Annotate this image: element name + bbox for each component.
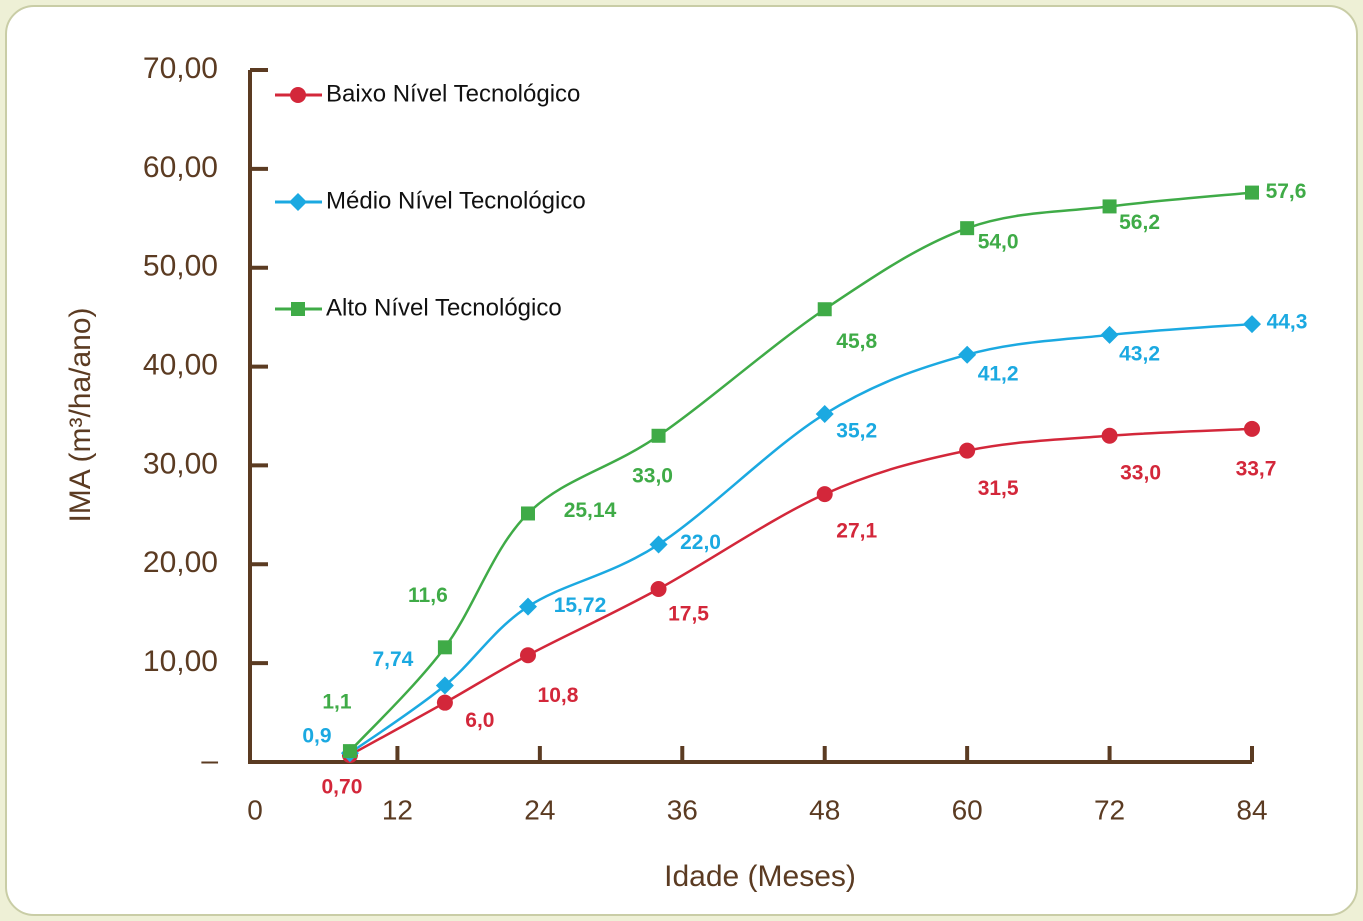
- data-point: [342, 744, 357, 759]
- data-label: 56,2: [1119, 211, 1160, 234]
- legend-marker: [290, 87, 306, 103]
- y-tick-label: 60,00: [143, 151, 218, 184]
- panel: [5, 5, 1358, 916]
- data-label: 35,2: [836, 420, 877, 443]
- data-label: 22,0: [680, 531, 721, 554]
- data-point: [651, 428, 666, 443]
- x-tick-label: 84: [1236, 794, 1267, 825]
- data-label: 45,8: [836, 330, 877, 353]
- legend-label: Alto Nível Tecnológico: [326, 294, 562, 321]
- x-tick-label: 36: [667, 794, 698, 825]
- data-point: [1102, 199, 1117, 214]
- data-label: 10,8: [538, 684, 579, 707]
- data-point: [435, 676, 454, 695]
- data-point: [816, 486, 833, 503]
- x-tick-label: 72: [1094, 794, 1125, 825]
- data-label: 1,1: [322, 691, 352, 714]
- data-point: [959, 442, 976, 459]
- data-label: 57,6: [1266, 180, 1307, 203]
- data-label: 33,0: [632, 464, 673, 487]
- data-label: 15,72: [554, 594, 607, 617]
- data-label: 41,2: [978, 362, 1019, 385]
- data-point: [817, 302, 832, 317]
- data-label: 27,1: [836, 520, 877, 543]
- data-point: [519, 647, 536, 664]
- data-point: [815, 405, 834, 424]
- x-axis-title: Idade (Meses): [664, 860, 856, 893]
- data-point: [520, 506, 535, 521]
- data-point: [649, 535, 668, 554]
- data-label: 44,3: [1267, 311, 1308, 334]
- data-point: [518, 597, 537, 616]
- data-label: 31,5: [978, 477, 1019, 500]
- data-point: [960, 221, 975, 236]
- series-line: [349, 322, 1253, 755]
- legend-label: Baixo Nível Tecnológico: [326, 80, 580, 107]
- data-label: 7,74: [372, 648, 413, 671]
- legend-marker: [289, 193, 307, 211]
- y-tick-label: 30,00: [143, 447, 218, 480]
- data-point: [1245, 185, 1259, 200]
- x-tick-label: 0: [247, 794, 263, 825]
- data-point: [650, 581, 667, 597]
- x-tick-label: 60: [952, 794, 983, 825]
- data-label: 25,14: [564, 499, 617, 522]
- x-tick-label: 24: [524, 794, 555, 825]
- x-tick-label: 48: [809, 794, 840, 825]
- y-tick-label: –: [201, 744, 218, 777]
- data-point: [1100, 325, 1119, 344]
- data-label: 11,6: [408, 584, 448, 607]
- series-line: [349, 427, 1253, 757]
- x-tick-label: 12: [382, 794, 413, 825]
- data-label: 17,5: [668, 603, 709, 626]
- y-tick-label: 50,00: [143, 250, 218, 283]
- data-label: 0,9: [302, 725, 331, 748]
- data-point: [1243, 315, 1261, 334]
- data-point: [436, 694, 453, 711]
- y-axis-title: IMA (m³/ha/ano): [64, 307, 97, 522]
- y-tick-label: 40,00: [143, 348, 218, 381]
- data-point: [437, 640, 452, 655]
- legend-marker: [291, 302, 305, 316]
- data-label: 54,0: [978, 231, 1019, 254]
- y-tick-label: 10,00: [143, 645, 218, 678]
- y-tick-label: 70,00: [143, 52, 218, 85]
- data-label: 0,70: [322, 776, 363, 799]
- y-tick-label: 20,00: [143, 546, 218, 579]
- data-label: 33,0: [1120, 461, 1161, 484]
- data-label: 33,7: [1236, 457, 1277, 480]
- data-label: 6,0: [465, 709, 494, 732]
- data-point: [1244, 420, 1260, 437]
- data-point: [1101, 427, 1118, 444]
- data-point: [958, 345, 977, 364]
- series-line: [349, 191, 1253, 752]
- data-label: 43,2: [1119, 342, 1160, 365]
- legend-label: Médio Nível Tecnológico: [326, 187, 586, 214]
